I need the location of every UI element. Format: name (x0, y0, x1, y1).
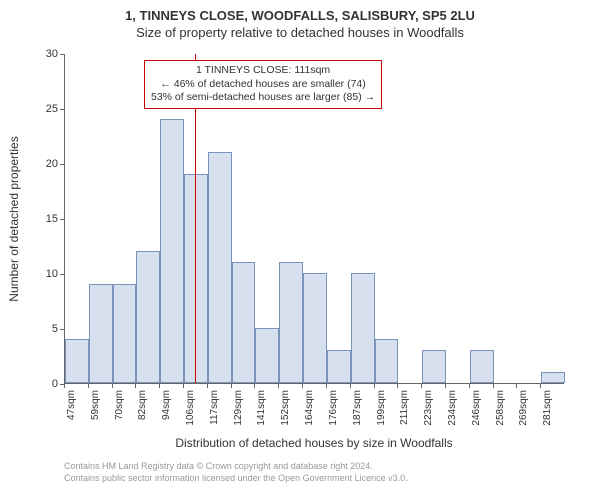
x-tick-label: 246sqm (471, 390, 482, 430)
y-tick-label: 15 (30, 213, 58, 225)
x-tick-mark (397, 384, 398, 388)
histogram-bar (327, 350, 351, 383)
x-tick-mark (135, 384, 136, 388)
histogram-bar (113, 284, 137, 383)
x-tick-label: 129sqm (233, 390, 244, 430)
chart-container: 1, TINNEYS CLOSE, WOODFALLS, SALISBURY, … (0, 0, 600, 500)
y-tick-mark (60, 274, 64, 275)
histogram-bar (541, 372, 565, 383)
y-tick-label: 20 (30, 158, 58, 170)
x-tick-label: 47sqm (66, 390, 77, 430)
x-tick-mark (302, 384, 303, 388)
x-tick-mark (374, 384, 375, 388)
x-tick-label: 258sqm (495, 390, 506, 430)
x-tick-mark (469, 384, 470, 388)
y-tick-mark (60, 54, 64, 55)
x-tick-mark (350, 384, 351, 388)
x-tick-label: 269sqm (518, 390, 529, 430)
x-tick-mark (183, 384, 184, 388)
x-tick-mark (207, 384, 208, 388)
footer-line2: Contains public sector information licen… (64, 472, 408, 484)
x-tick-mark (516, 384, 517, 388)
plot-area: Number of detached properties Distributi… (64, 54, 564, 384)
annotation-box: 1 TINNEYS CLOSE: 111sqm ← 46% of detache… (144, 60, 382, 109)
x-axis-label: Distribution of detached houses by size … (64, 436, 564, 450)
x-tick-mark (64, 384, 65, 388)
x-tick-label: 187sqm (352, 390, 363, 430)
y-tick-label: 10 (30, 268, 58, 280)
histogram-bar (89, 284, 113, 383)
footer-line1: Contains HM Land Registry data © Crown c… (64, 460, 408, 472)
x-tick-label: 152sqm (280, 390, 291, 430)
x-tick-mark (159, 384, 160, 388)
x-tick-mark (445, 384, 446, 388)
histogram-bar (160, 119, 184, 383)
y-tick-mark (60, 109, 64, 110)
y-tick-label: 0 (30, 378, 58, 390)
x-tick-label: 141sqm (256, 390, 267, 430)
y-axis-label: Number of detached properties (7, 136, 21, 301)
x-tick-label: 70sqm (114, 390, 125, 430)
x-tick-mark (421, 384, 422, 388)
y-tick-label: 5 (30, 323, 58, 335)
x-tick-label: 94sqm (161, 390, 172, 430)
chart-title-line2: Size of property relative to detached ho… (0, 23, 600, 40)
histogram-bar (232, 262, 256, 383)
histogram-bar (136, 251, 160, 383)
x-tick-label: 82sqm (137, 390, 148, 430)
x-tick-mark (88, 384, 89, 388)
histogram-bar (303, 273, 327, 383)
histogram-bar (470, 350, 494, 383)
y-tick-mark (60, 329, 64, 330)
histogram-bar (351, 273, 375, 383)
x-tick-label: 164sqm (304, 390, 315, 430)
annotation-line3: 53% of semi-detached houses are larger (… (151, 91, 375, 105)
annotation-line2: ← 46% of detached houses are smaller (74… (151, 78, 375, 92)
x-tick-mark (254, 384, 255, 388)
x-tick-label: 117sqm (209, 390, 220, 430)
x-tick-label: 281sqm (542, 390, 553, 430)
y-tick-label: 30 (30, 48, 58, 60)
histogram-bar (255, 328, 279, 383)
y-tick-label: 25 (30, 103, 58, 115)
x-tick-label: 59sqm (90, 390, 101, 430)
x-tick-label: 176sqm (328, 390, 339, 430)
x-tick-label: 106sqm (185, 390, 196, 430)
x-tick-mark (493, 384, 494, 388)
x-tick-label: 211sqm (399, 390, 410, 430)
x-tick-label: 223sqm (423, 390, 434, 430)
histogram-bar (65, 339, 89, 383)
x-tick-mark (326, 384, 327, 388)
footer-attribution: Contains HM Land Registry data © Crown c… (64, 460, 408, 484)
histogram-bar (375, 339, 399, 383)
histogram-bar (279, 262, 303, 383)
annotation-line1: 1 TINNEYS CLOSE: 111sqm (151, 64, 375, 78)
x-tick-label: 234sqm (447, 390, 458, 430)
chart-title-line1: 1, TINNEYS CLOSE, WOODFALLS, SALISBURY, … (0, 0, 600, 23)
x-tick-label: 199sqm (376, 390, 387, 430)
x-tick-mark (278, 384, 279, 388)
x-tick-mark (112, 384, 113, 388)
x-tick-mark (540, 384, 541, 388)
x-tick-mark (231, 384, 232, 388)
histogram-bar (422, 350, 446, 383)
y-tick-mark (60, 219, 64, 220)
y-tick-mark (60, 164, 64, 165)
histogram-bar (208, 152, 232, 383)
